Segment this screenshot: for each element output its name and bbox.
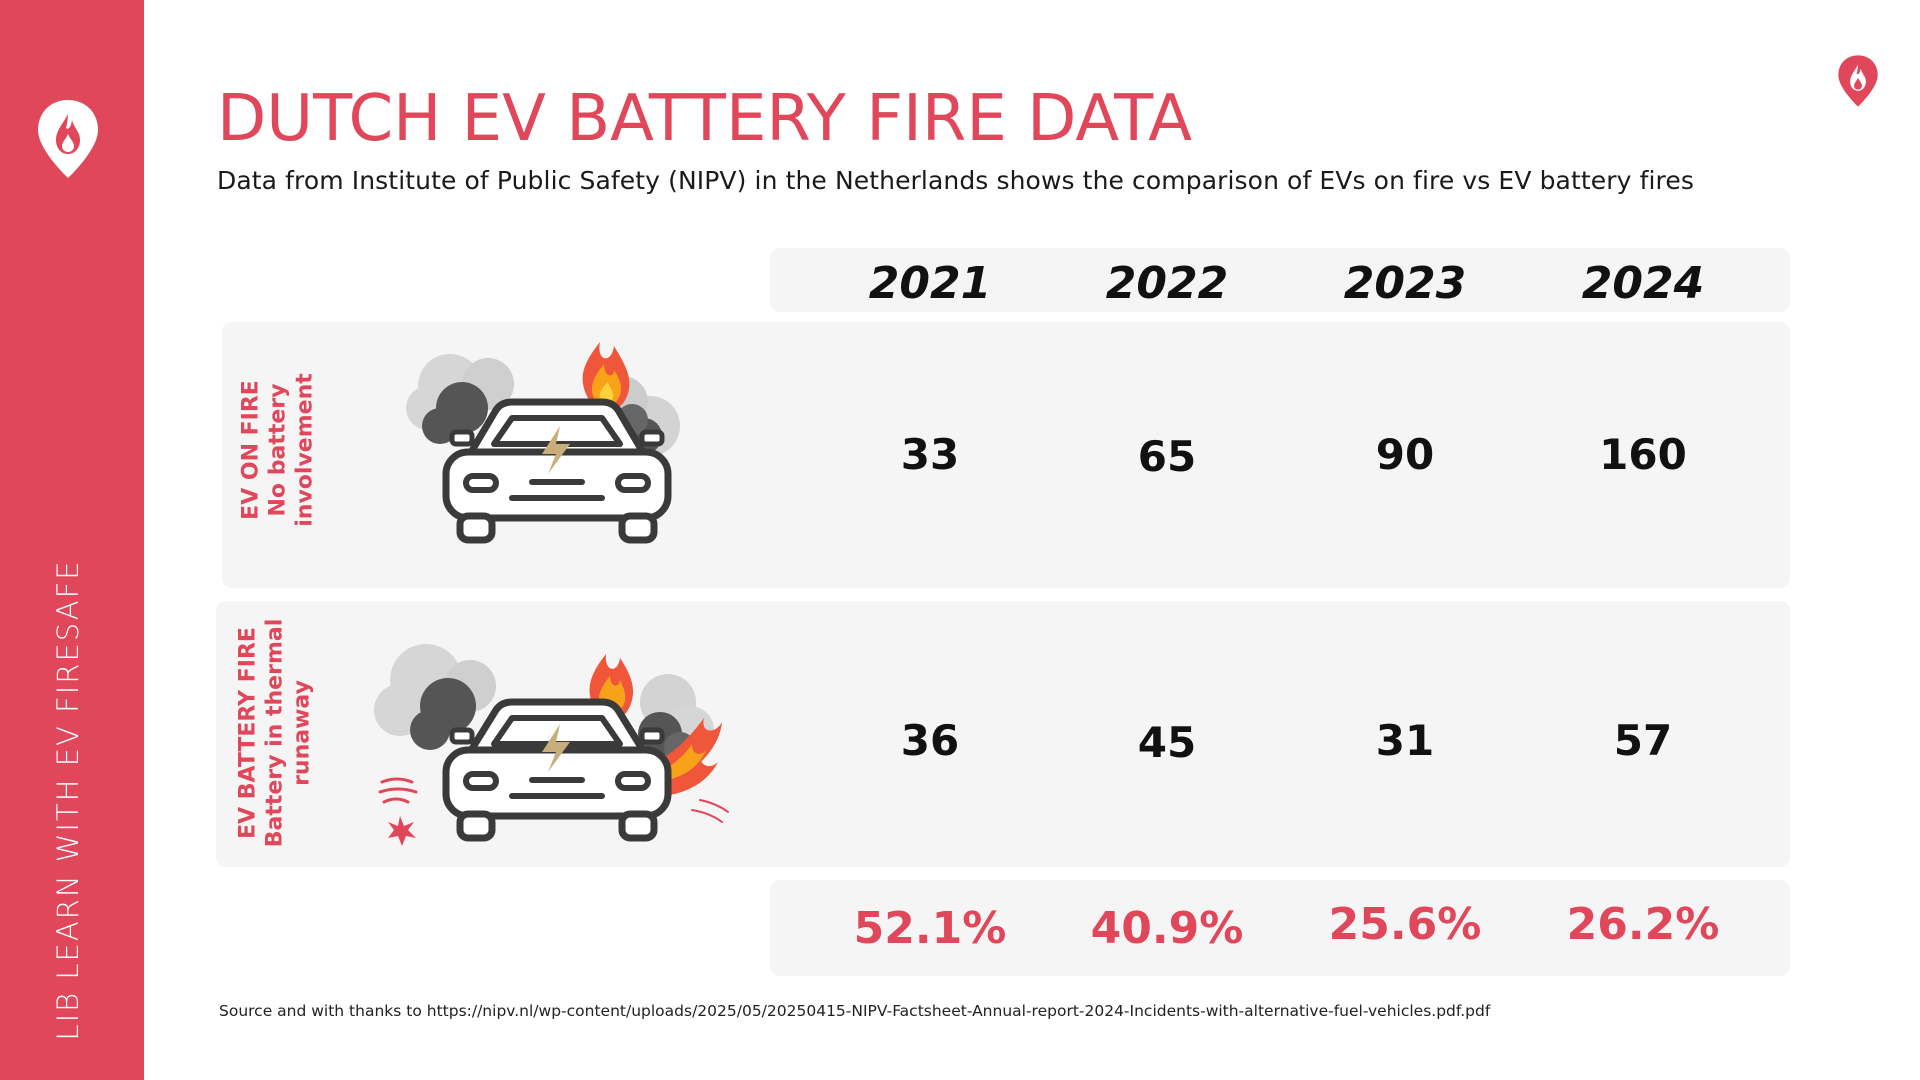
percentage-2023: 25.6% — [1328, 899, 1482, 950]
page-title: DUTCH EV BATTERY FIRE DATA — [217, 82, 1193, 156]
year-header-2022: 2022 — [1105, 258, 1229, 309]
source-note: Source and with thanks to https://nipv.n… — [219, 1002, 1491, 1020]
sidebar: LIB LEARN WITH EV FIRESAFE — [0, 0, 144, 1080]
ev-on-fire-value-2023: 90 — [1375, 430, 1435, 479]
row-label-ev-on-fire: EV ON FIRE No battery involvement — [238, 373, 319, 526]
row-label-line: No battery — [265, 383, 291, 517]
car-battery-fire-icon — [374, 644, 729, 846]
row-label-line: involvement — [292, 373, 318, 527]
row-label-title: EV BATTERY FIRE — [235, 627, 261, 839]
row-label-title: EV ON FIRE — [238, 380, 264, 520]
flame-pin-icon — [38, 100, 98, 178]
row-label-ev-battery-fire: EV BATTERY FIRE Battery in thermal runaw… — [235, 619, 316, 848]
car-on-fire-icon — [406, 342, 680, 544]
ev-on-fire-value-2024: 160 — [1599, 430, 1687, 479]
flame-pin-icon — [1838, 55, 1878, 107]
page-subtitle: Data from Institute of Public Safety (NI… — [217, 166, 1694, 195]
percentage-2021: 52.1% — [853, 903, 1007, 954]
row-label-line: runaway — [289, 680, 315, 786]
sidebar-vertical-text: LIB LEARN WITH EV FIRESAFE — [51, 559, 85, 1041]
year-header-2021: 2021 — [868, 258, 992, 309]
row-label-line: Battery in thermal — [262, 618, 288, 848]
ev-on-fire-value-2022: 65 — [1137, 432, 1197, 481]
ev-battery-fire-value-2023: 31 — [1375, 716, 1435, 765]
ev-on-fire-value-2021: 33 — [900, 430, 960, 479]
percentage-panel — [770, 880, 1790, 976]
ev-battery-fire-value-2022: 45 — [1137, 718, 1197, 767]
year-header-panel — [770, 248, 1790, 312]
year-header-2023: 2023 — [1343, 258, 1467, 309]
percentage-2022: 40.9% — [1090, 903, 1244, 954]
ev-battery-fire-value-2021: 36 — [900, 716, 960, 765]
percentage-2024: 26.2% — [1566, 899, 1720, 950]
ev-battery-fire-value-2024: 57 — [1613, 716, 1673, 765]
year-header-2024: 2024 — [1581, 258, 1705, 309]
